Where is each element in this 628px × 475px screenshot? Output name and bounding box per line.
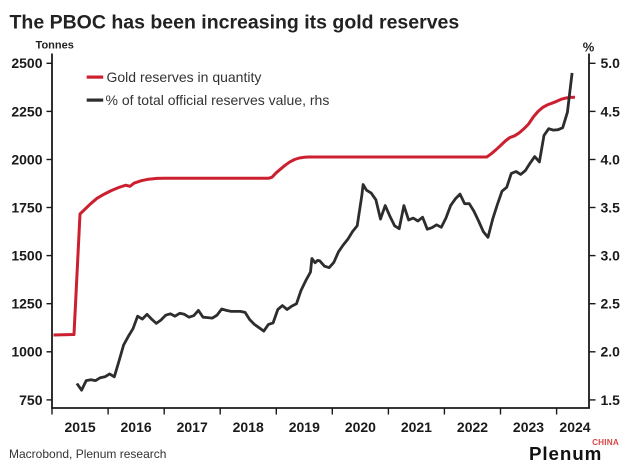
svg-text:CHINA: CHINA (592, 438, 619, 447)
svg-text:% of total official reserves v: % of total official reserves value, rhs (106, 92, 330, 108)
svg-text:2250: 2250 (11, 103, 42, 119)
svg-text:1750: 1750 (11, 199, 42, 215)
svg-text:2024: 2024 (559, 419, 590, 435)
svg-text:5.0: 5.0 (601, 55, 621, 71)
svg-text:2022: 2022 (457, 419, 488, 435)
svg-text:Plenum: Plenum (529, 443, 602, 464)
svg-text:2018: 2018 (233, 419, 264, 435)
svg-text:2020: 2020 (345, 419, 376, 435)
svg-text:2021: 2021 (401, 419, 432, 435)
svg-text:750: 750 (19, 392, 43, 408)
svg-text:4.0: 4.0 (601, 151, 621, 167)
svg-text:2017: 2017 (177, 419, 208, 435)
svg-text:Macrobond, Plenum research: Macrobond, Plenum research (9, 447, 166, 461)
svg-text:2023: 2023 (513, 419, 544, 435)
svg-text:Gold reserves in quantity: Gold reserves in quantity (107, 69, 262, 85)
svg-text:1500: 1500 (11, 248, 42, 264)
svg-text:2.5: 2.5 (601, 296, 621, 312)
svg-text:1000: 1000 (11, 344, 42, 360)
svg-text:1250: 1250 (11, 296, 42, 312)
svg-text:2500: 2500 (11, 55, 42, 71)
svg-text:4.5: 4.5 (601, 103, 621, 119)
svg-text:2015: 2015 (65, 419, 96, 435)
svg-text:%: % (583, 40, 595, 55)
svg-text:3.0: 3.0 (601, 248, 621, 264)
svg-text:Tonnes: Tonnes (36, 40, 74, 52)
svg-text:2016: 2016 (121, 419, 152, 435)
svg-text:2.0: 2.0 (601, 344, 621, 360)
svg-text:2000: 2000 (11, 151, 42, 167)
svg-text:2019: 2019 (289, 419, 320, 435)
svg-text:3.5: 3.5 (601, 199, 621, 215)
svg-text:The PBOC has been increasing i: The PBOC has been increasing its gold re… (10, 12, 460, 34)
svg-text:1.5: 1.5 (601, 392, 621, 408)
